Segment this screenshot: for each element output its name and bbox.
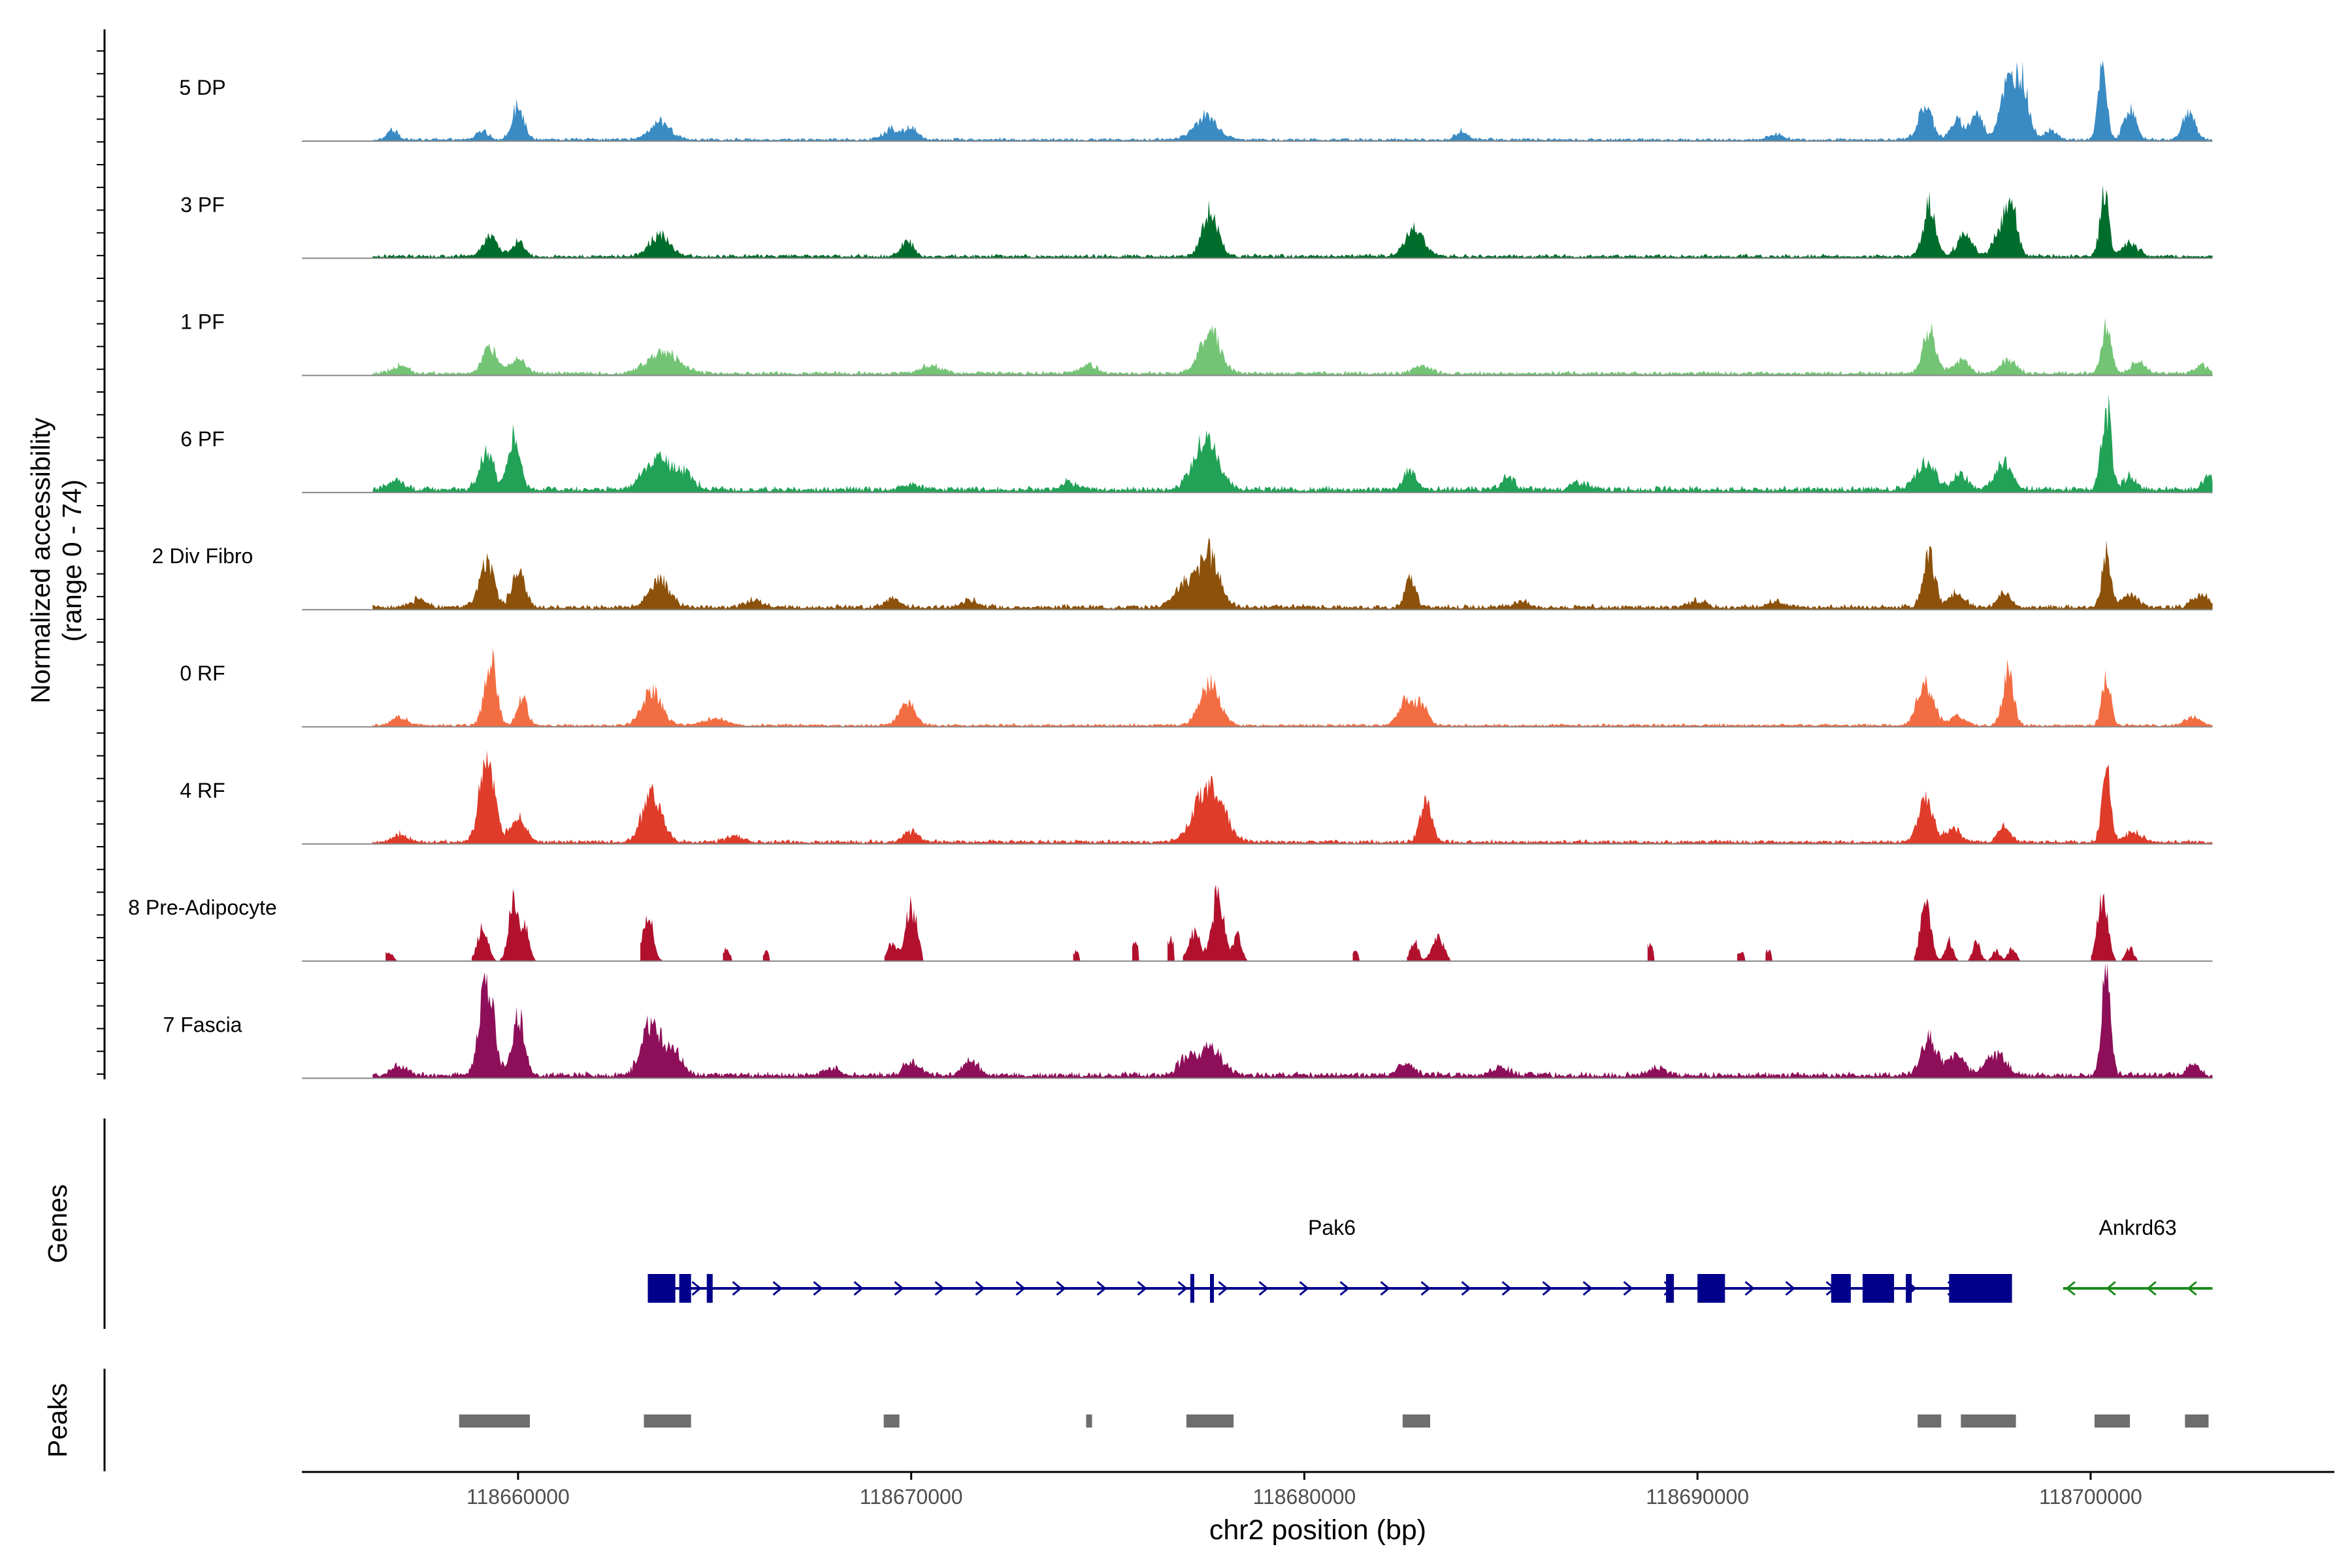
strand-chevron (2187, 1281, 2197, 1296)
strand-chevron (1096, 1281, 1107, 1296)
strand-chevron (2146, 1281, 2157, 1296)
strand-chevron (732, 1281, 742, 1296)
y-axis-title-line2: (range 0 - 74) (57, 480, 87, 642)
strand-chevron (1258, 1281, 1269, 1296)
strand-chevron (1339, 1281, 1350, 1296)
exon (1697, 1274, 1725, 1303)
peaks-panel: Peaks (42, 1369, 2209, 1471)
track-3: 1 PF (180, 310, 2213, 376)
track-label: 6 PF (180, 427, 225, 451)
peak-region (1402, 1414, 1430, 1428)
coverage-area (372, 60, 2213, 141)
exon (1190, 1274, 1194, 1303)
strand-chevron (2065, 1281, 2076, 1296)
track-5: 2 Div Fibro (152, 537, 2213, 611)
track-6: 0 RF (180, 648, 2213, 728)
strand-chevron (894, 1281, 904, 1296)
strand-chevron (1299, 1281, 1309, 1296)
track-label: 7 Fascia (163, 1013, 242, 1036)
exon (1906, 1274, 1912, 1303)
exon (1666, 1274, 1674, 1303)
x-tick-label: 118670000 (860, 1485, 963, 1509)
coverage-tracks: 5 DP 3 PF 1 PF 6 PF 2 Div Fibro 0 RF 4 RF 8 Pre… (128, 60, 2213, 1079)
gene-Ankrd63: Ankrd63 (2063, 1216, 2213, 1296)
x-tick-label: 118690000 (1646, 1485, 1749, 1509)
strand-chevron (1623, 1281, 1633, 1296)
exon (1831, 1274, 1851, 1303)
track-label: 2 Div Fibro (152, 544, 253, 568)
gene-Pak6: Pak6 (647, 1216, 2012, 1303)
strand-chevron (1177, 1281, 1188, 1296)
gene-label: Pak6 (1308, 1216, 1356, 1239)
track-label: 4 RF (180, 779, 225, 802)
gene-label: Ankrd63 (2099, 1216, 2177, 1239)
strand-chevron (1785, 1281, 1795, 1296)
peak-region (1086, 1414, 1092, 1428)
strand-chevron (934, 1281, 945, 1296)
x-tick-label: 118700000 (2039, 1485, 2142, 1509)
gene-models: Pak6 Ankrd63 (647, 1216, 2213, 1303)
track-label: 3 PF (180, 193, 225, 216)
strand-chevron (691, 1281, 702, 1296)
strand-chevron (975, 1281, 985, 1296)
strand-chevron (772, 1281, 783, 1296)
strand-chevron (1137, 1281, 1147, 1296)
peak-region (1961, 1414, 2016, 1428)
track-1: 5 DP (179, 60, 2213, 142)
strand-chevron (1461, 1281, 1471, 1296)
coverage-y-axis (97, 29, 106, 1079)
x-axis: 118660000 118670000 118680000 118690000 1187… (302, 1471, 2334, 1509)
track-9: 7 Fascia (163, 963, 2213, 1079)
strand-chevron (1542, 1281, 1552, 1296)
y-axis-title: Normalized accessibility (range 0 - 74) (25, 417, 87, 704)
strand-chevron (1380, 1281, 1390, 1296)
peak-region (2185, 1414, 2209, 1428)
track-label: 0 RF (180, 662, 225, 685)
exon (679, 1274, 691, 1303)
exon (706, 1274, 713, 1303)
strand-chevron (853, 1281, 864, 1296)
peak-region (883, 1414, 900, 1428)
peak-region (2094, 1414, 2131, 1428)
x-axis-title: chr2 position (bp) (1209, 1514, 1426, 1546)
track-label: 1 PF (180, 310, 225, 334)
track-label: 5 DP (179, 76, 225, 99)
strand-chevron (2106, 1281, 2116, 1296)
strand-chevron (1582, 1281, 1593, 1296)
peak-region (1186, 1414, 1234, 1428)
strand-chevron (1420, 1281, 1431, 1296)
x-tick-label: 118680000 (1253, 1485, 1356, 1509)
peak-region (644, 1414, 691, 1428)
exon (1862, 1274, 1895, 1303)
strand-chevron (1056, 1281, 1066, 1296)
exon (647, 1274, 676, 1303)
x-tick-label: 118660000 (466, 1485, 570, 1509)
exon (1949, 1274, 2012, 1303)
strand-chevron (1218, 1281, 1228, 1296)
y-axis-title-line1: Normalized accessibility (25, 417, 56, 704)
peak-region (1918, 1414, 1942, 1428)
peaks-panel-label: Peaks (42, 1383, 73, 1458)
genes-panel-label: Genes (42, 1184, 73, 1264)
strand-chevron (1015, 1281, 1026, 1296)
strand-chevron (1501, 1281, 1512, 1296)
peak-regions (459, 1414, 2209, 1428)
genes-panel: Genes Pak6 Ankrd63 (42, 1119, 2213, 1329)
track-8: 8 Pre-Adipocyte (128, 885, 2213, 962)
track-4: 6 PF (180, 394, 2213, 493)
track-2: 3 PF (180, 184, 2213, 259)
strand-chevron (1744, 1281, 1755, 1296)
exon (1210, 1274, 1215, 1303)
track-7: 4 RF (180, 750, 2213, 845)
track-label: 8 Pre-Adipocyte (128, 896, 277, 919)
peak-region (459, 1414, 531, 1428)
strand-chevron (813, 1281, 823, 1296)
